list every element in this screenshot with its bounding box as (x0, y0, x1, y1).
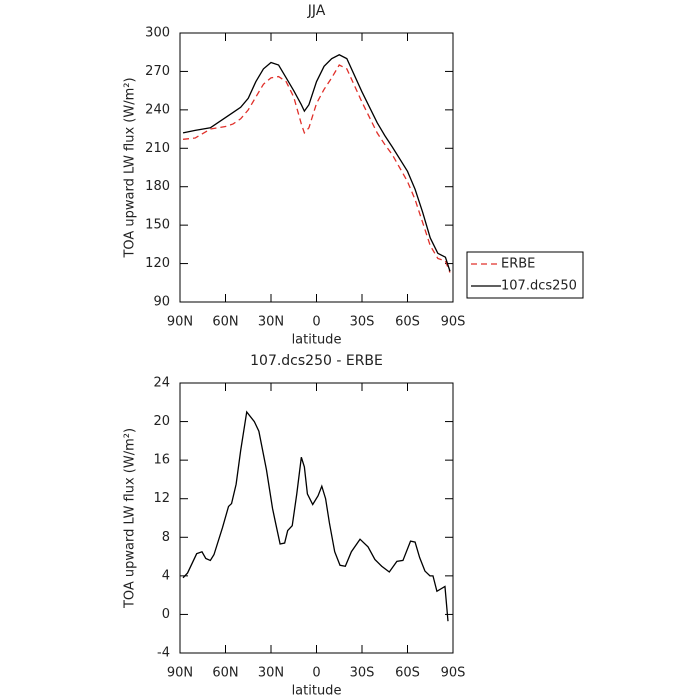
y-tick-label: 90 (153, 295, 170, 310)
y-tick-label: 16 (153, 453, 170, 468)
y-tick-label: 210 (145, 141, 170, 156)
y-tick-label: 270 (145, 64, 170, 79)
y-tick-label: 150 (145, 218, 170, 233)
y-tick-label: 20 (153, 414, 170, 429)
y-tick-label: 0 (162, 607, 170, 622)
y-tick-label: 180 (145, 179, 170, 194)
panel: JJA 90 120 150 180 210 240 270 300 90N 60N 30N 0 30S 6… (123, 3, 584, 348)
y-tick-label: 240 (145, 102, 170, 117)
y-tick-label: 12 (153, 491, 170, 506)
legend-label: ERBE (501, 257, 535, 272)
chart-title: 107.dcs250 - ERBE (250, 353, 383, 369)
y-tick-label: 4 (162, 568, 170, 583)
x-tick-label: 30N (258, 315, 284, 330)
x-tick-label: 0 (312, 315, 320, 330)
y-tick-label: -4 (157, 646, 170, 661)
x-tick-label: 60N (212, 315, 238, 330)
series-line (182, 54, 451, 272)
series-line (182, 410, 449, 622)
x-axis-label: latitude (292, 684, 342, 699)
chart-title: JJA (307, 3, 326, 19)
x-tick-label: 30S (350, 666, 375, 681)
y-tick-label: 24 (153, 376, 170, 391)
y-axis-label: TOA upward LW flux (W/m²) (123, 77, 138, 258)
y-axis-label: TOA upward LW flux (W/m²) (123, 428, 138, 609)
y-tick-label: 120 (145, 256, 170, 271)
x-tick-label: 60S (395, 666, 420, 681)
x-tick-label: 90S (441, 666, 466, 681)
x-tick-label: 90N (167, 666, 193, 681)
x-axis-label: latitude (292, 333, 342, 348)
x-tick-label: 60N (212, 666, 238, 681)
legend-label: 107.dcs250 (501, 279, 577, 294)
panel: 107.dcs250 - ERBE -4 0 4 8 12 16 20 24 90N 60N 30N 0… (123, 353, 466, 699)
y-tick-label: 8 (162, 530, 170, 545)
x-tick-label: 60S (395, 315, 420, 330)
x-tick-label: 30N (258, 666, 284, 681)
plot-frame (179, 32, 454, 303)
x-tick-label: 0 (312, 666, 320, 681)
series-line (182, 64, 451, 273)
x-tick-label: 90N (167, 315, 193, 330)
legend-box (466, 251, 584, 299)
y-tick-label: 300 (145, 26, 170, 41)
x-tick-label: 30S (350, 315, 375, 330)
x-tick-label: 90S (441, 315, 466, 330)
plot-frame (179, 382, 454, 654)
